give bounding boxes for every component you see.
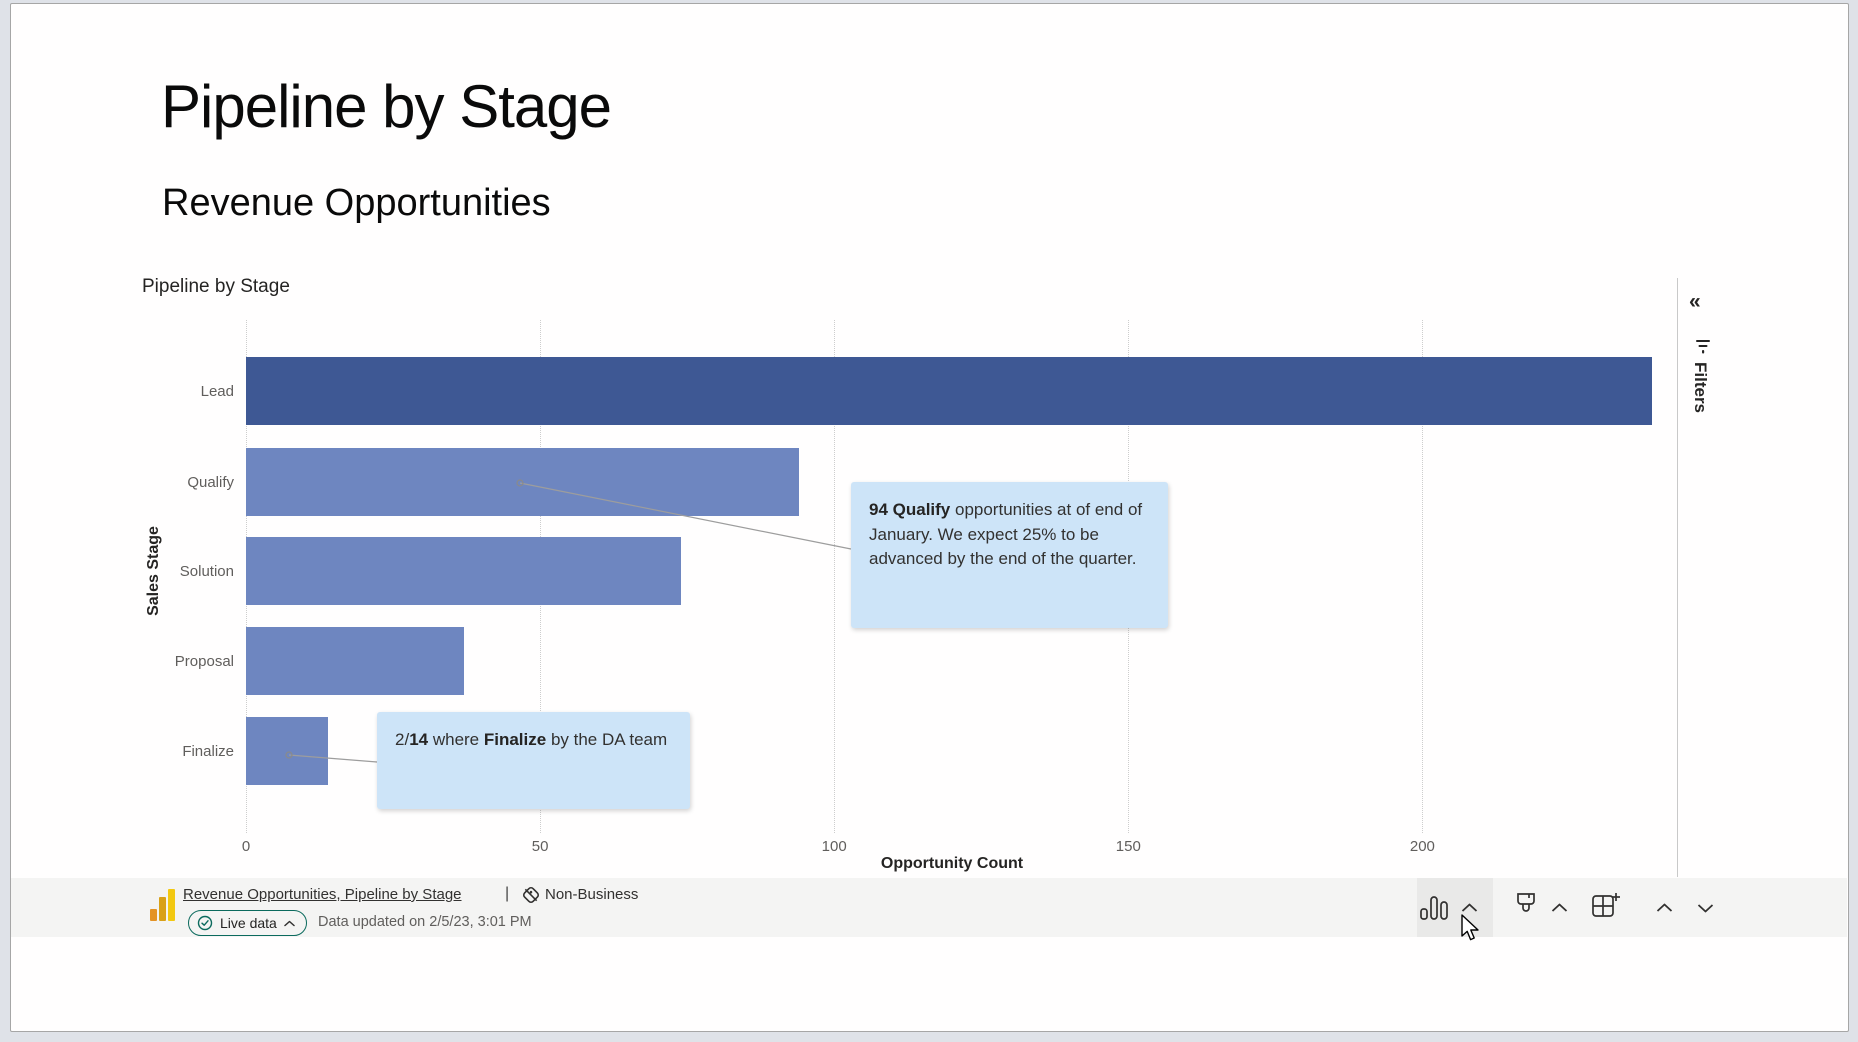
add-visual-grid-icon[interactable]: [1590, 891, 1622, 921]
chevron-up-icon[interactable]: [1461, 903, 1478, 913]
report-subtitle: Revenue Opportunities: [162, 182, 551, 224]
sensitivity-tag-icon: [521, 885, 541, 905]
category-label-proposal: Proposal: [174, 652, 234, 670]
chevron-down-icon[interactable]: [1697, 903, 1714, 913]
filters-pane-label: Filters: [1691, 362, 1710, 414]
live-data-label: Live data: [220, 915, 277, 931]
bar-proposal[interactable]: [246, 627, 464, 695]
x-axis-tick-label: 100: [821, 838, 847, 855]
bar-qualify[interactable]: [246, 448, 799, 516]
live-data-badge[interactable]: Live data: [188, 910, 307, 936]
power-bi-logo-icon: [149, 887, 177, 923]
x-axis-tick-label: 200: [1409, 838, 1435, 855]
footer-icon-hover-highlight: [1417, 878, 1493, 937]
x-gridline: [834, 320, 836, 833]
report-source-link[interactable]: Revenue Opportunities, Pipeline by Stage: [183, 886, 462, 903]
annotation-text-segment: where: [428, 730, 484, 749]
bar-finalize[interactable]: [246, 717, 329, 785]
category-label-finalize: Finalize: [182, 742, 234, 760]
report-title: Pipeline by Stage: [161, 73, 612, 140]
paintbrush-icon[interactable]: [1512, 892, 1540, 922]
footer-separator: |: [505, 885, 510, 902]
data-updated-timestamp: Data updated on 2/5/23, 3:01 PM: [318, 914, 532, 930]
annotation-callout-finalize[interactable]: 2/14 where Finalize by the DA team: [377, 712, 690, 809]
category-label-solution: Solution: [179, 562, 234, 580]
chevron-up-icon[interactable]: [1656, 903, 1673, 913]
bar-lead[interactable]: [246, 357, 1652, 425]
x-axis-tick-label: 0: [241, 838, 251, 855]
check-circle-icon: [197, 915, 213, 931]
x-gridline: [1422, 320, 1424, 833]
x-axis-title: Opportunity Count: [880, 855, 1024, 872]
filter-funnel-icon: [1694, 337, 1712, 355]
annotation-callout-qualify[interactable]: 94 Qualify opportunities at of end of Ja…: [851, 482, 1168, 628]
x-axis-tick-label: 50: [531, 838, 549, 855]
annotation-text-segment: 14: [409, 730, 429, 749]
annotation-text-segment: Finalize: [483, 730, 547, 749]
x-axis-tick-label: 150: [1115, 838, 1141, 855]
annotation-text-segment: by the DA team: [546, 730, 668, 749]
category-label-lead: Lead: [200, 382, 234, 400]
sensitivity-label-text: Non-Business: [545, 886, 639, 903]
filters-pane-divider: [1677, 278, 1678, 877]
chevron-up-icon: [284, 920, 295, 926]
chart-visual-title: Pipeline by Stage: [142, 276, 290, 297]
column-chart-icon[interactable]: [1419, 894, 1449, 922]
annotation-text-segment: opportunities at of end of January. We e…: [869, 500, 1143, 568]
expand-filters-pane-button[interactable]: «: [1689, 290, 1701, 313]
annotation-text-segment: 94 Qualify: [869, 500, 951, 519]
category-label-qualify: Qualify: [187, 473, 234, 491]
footer-bar: Revenue Opportunities, Pipeline by Stage…: [11, 878, 1847, 937]
mouse-cursor: [1460, 914, 1482, 944]
annotation-text-segment: 2/: [395, 730, 410, 749]
chevron-up-icon[interactable]: [1551, 903, 1568, 913]
bar-solution[interactable]: [246, 537, 682, 605]
